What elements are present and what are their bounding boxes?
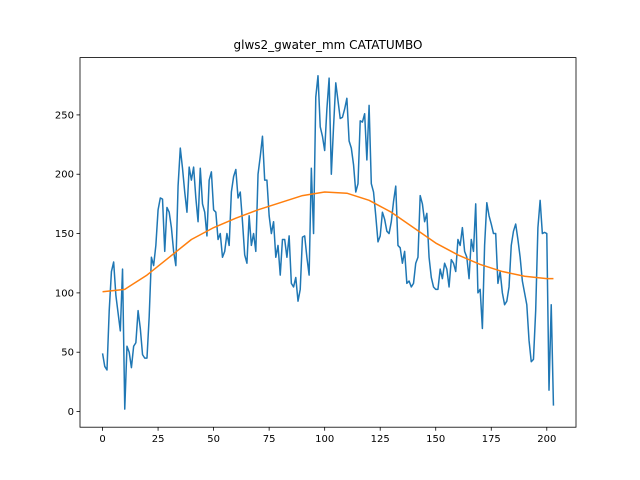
- x-tick-label: 125: [371, 434, 390, 445]
- line-series: [102, 191, 554, 293]
- y-tick-label: 200: [55, 170, 74, 181]
- y-tick-label: 150: [55, 229, 74, 240]
- x-tick-label: 25: [152, 434, 165, 445]
- axes-frame: [79, 57, 577, 428]
- x-tick-label: 150: [426, 434, 445, 445]
- y-tick-label: 0: [68, 407, 74, 418]
- x-tick-label: 75: [263, 434, 276, 445]
- line-series: [101, 75, 555, 410]
- y-tick-label: 250: [55, 110, 74, 121]
- x-tick-label: 0: [99, 434, 105, 445]
- y-tick-label: 100: [55, 288, 74, 299]
- x-tick-label: 100: [315, 434, 334, 445]
- x-tick-label: 50: [207, 434, 220, 445]
- y-tick-label: 50: [61, 348, 74, 359]
- x-tick-label: 200: [537, 434, 556, 445]
- chart-title: glws2_gwater_mm CATATUMBO: [234, 38, 423, 52]
- x-tick-label: 175: [482, 434, 501, 445]
